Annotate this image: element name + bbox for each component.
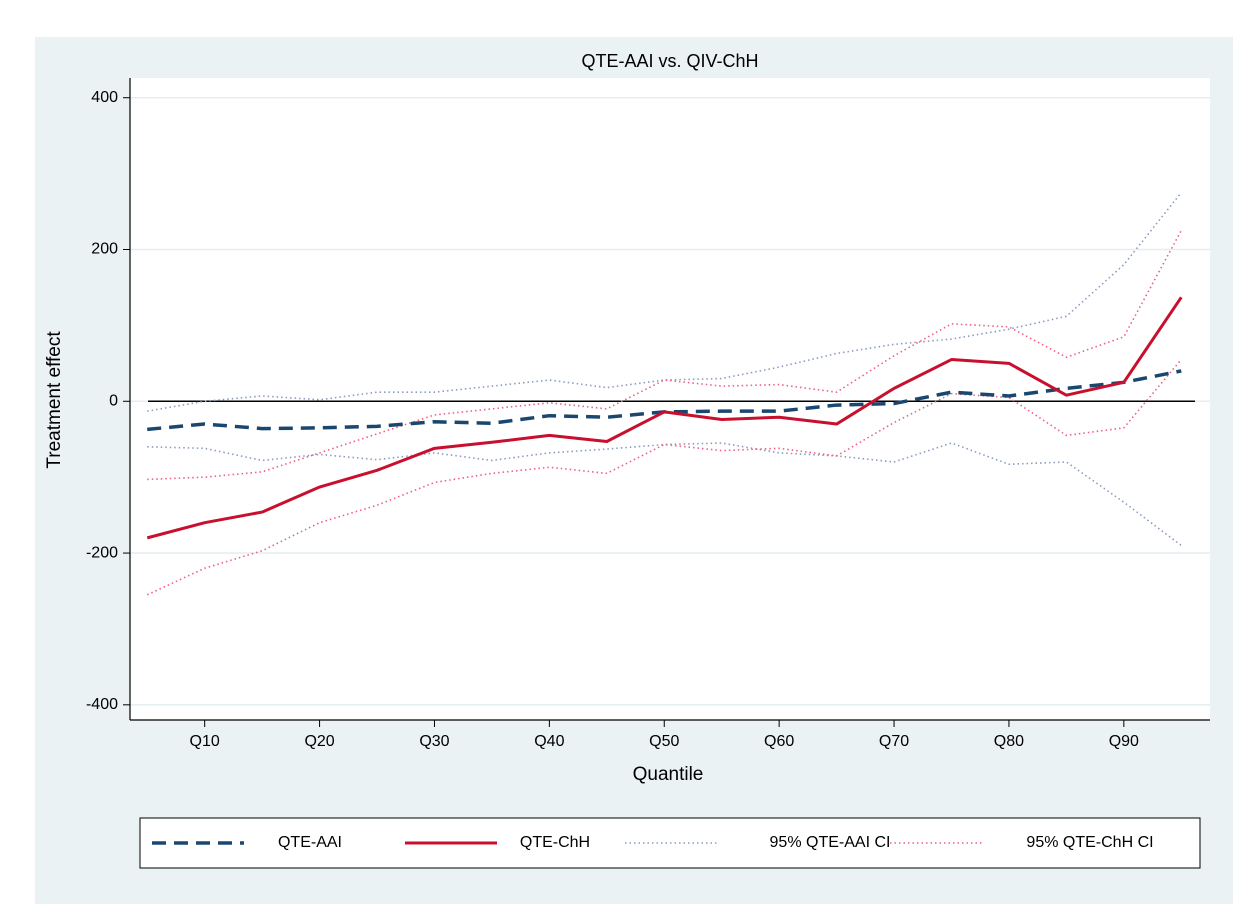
x-tick-label: Q40 [534, 733, 564, 750]
series-line [147, 192, 1182, 412]
y-tick-label: 200 [91, 241, 118, 258]
chart-title: QTE-AAI vs. QIV-ChH [581, 51, 758, 71]
x-tick-label: Q60 [764, 733, 794, 750]
legend-label: 95% QTE-AAI CI [770, 834, 891, 851]
y-axis-label: Treatment effect [44, 331, 65, 469]
x-tick-label: Q30 [419, 733, 449, 750]
x-tick-label: Q20 [304, 733, 334, 750]
x-axis-label: Quantile [633, 764, 704, 785]
x-tick-label: Q80 [994, 733, 1024, 750]
legend-label: 95% QTE-ChH CI [1026, 834, 1153, 851]
plot-region [130, 78, 1210, 720]
x-tick-label: Q90 [1109, 733, 1139, 750]
x-tick-label: Q10 [190, 733, 220, 750]
series-line [147, 442, 1182, 547]
y-tick-label: 400 [91, 89, 118, 106]
x-tick-label: Q50 [649, 733, 679, 750]
x-tick-label: Q70 [879, 733, 909, 750]
y-tick-label: 0 [109, 392, 118, 409]
y-tick-label: -400 [86, 696, 118, 713]
legend-label: QTE-ChH [520, 834, 590, 851]
legend-label: QTE-AAI [278, 834, 342, 851]
y-tick-label: -200 [86, 544, 118, 561]
series-line [147, 230, 1182, 481]
series-line [146, 296, 1183, 540]
